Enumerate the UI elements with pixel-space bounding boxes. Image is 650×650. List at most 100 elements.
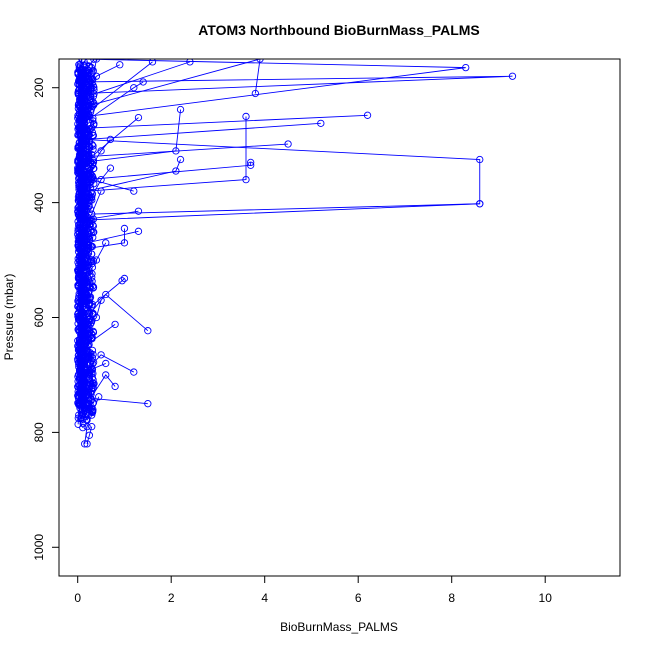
profile-point	[78, 78, 87, 86]
profile-point	[111, 320, 119, 329]
plot-frame	[58, 58, 621, 577]
profile-point	[79, 233, 87, 241]
profile-line	[86, 300, 102, 330]
profile-line	[82, 203, 480, 238]
profile-point	[111, 382, 119, 391]
profile-point	[317, 119, 325, 127]
profile-point	[130, 368, 138, 376]
profile-point	[172, 167, 180, 175]
x-tick-label: 0	[74, 591, 81, 605]
profile-line	[79, 61, 153, 129]
profile-line	[81, 230, 139, 261]
profile-point	[88, 273, 96, 281]
x-tick-label: 10	[539, 591, 553, 605]
profile-point	[88, 101, 96, 109]
dense-profile-point	[86, 196, 94, 204]
profile-point	[363, 111, 372, 119]
dense-profile-point	[89, 384, 97, 392]
profile-point	[106, 164, 115, 172]
profile-point	[256, 59, 264, 63]
profile-point	[81, 118, 89, 126]
profile-point	[144, 400, 152, 408]
series-group	[74, 59, 517, 448]
profile-line	[86, 374, 116, 404]
profile-point	[78, 175, 87, 184]
x-axis: 0 2 4 6 8 10	[74, 575, 553, 605]
profile-point	[83, 394, 91, 402]
dense-profile-point	[79, 324, 87, 332]
profile-line	[81, 59, 97, 123]
profile-line	[81, 61, 191, 123]
profile-line	[81, 324, 116, 364]
y-tick-label: 600	[32, 307, 46, 327]
profile-line	[81, 139, 111, 203]
profile-point	[78, 158, 87, 167]
dense-profile-point	[76, 154, 85, 163]
profile-point	[130, 84, 138, 92]
profile-point	[242, 112, 250, 121]
profile-line	[82, 109, 181, 163]
dense-profile-point	[74, 104, 83, 113]
y-tick-label: 400	[32, 192, 46, 212]
profile-point	[83, 313, 91, 322]
profile-point	[462, 63, 470, 72]
profile-line	[81, 397, 148, 410]
dense-profile-point	[74, 217, 82, 226]
plot-area	[74, 59, 517, 448]
profile-point	[83, 400, 91, 408]
profile-point	[176, 155, 185, 164]
dense-profile-point	[87, 256, 96, 264]
profile-point	[88, 124, 96, 132]
x-tick-label: 4	[261, 591, 268, 605]
profile-point	[92, 256, 101, 264]
dense-profile-point	[74, 100, 83, 108]
profile-point	[251, 89, 260, 98]
y-tick-label: 800	[32, 422, 46, 442]
dense-profile-point	[90, 120, 98, 128]
dense-profile-point	[75, 203, 83, 211]
profile-line	[86, 64, 120, 94]
dense-profile-point	[77, 365, 86, 373]
profile-point	[476, 200, 484, 208]
profile-point	[88, 365, 96, 373]
profile-point	[83, 422, 91, 431]
dense-profile-point	[76, 323, 84, 331]
dense-profile-point	[88, 270, 96, 278]
profile-point	[284, 140, 292, 148]
profile-point	[102, 290, 110, 299]
profile-point	[120, 239, 129, 247]
profile-line	[81, 117, 139, 180]
dense-profile-point	[88, 346, 97, 355]
profile-line	[81, 122, 321, 157]
profile-point	[78, 256, 87, 264]
profile-point	[78, 377, 87, 385]
dense-profile-line	[77, 69, 86, 425]
profile-point	[95, 393, 103, 401]
profile-line	[84, 81, 144, 123]
profile-point	[78, 405, 87, 414]
profile-line	[80, 210, 139, 238]
profile-line	[81, 116, 247, 203]
profile-point	[176, 105, 185, 114]
profile-point	[97, 147, 105, 155]
profile-point	[79, 107, 87, 115]
dense-profile-point	[85, 404, 94, 412]
profile-point	[134, 227, 143, 235]
profile-point	[92, 72, 101, 80]
profile-point	[88, 193, 96, 201]
profile-point	[92, 313, 101, 322]
profile-point	[97, 351, 105, 359]
profile-line	[81, 242, 107, 295]
profile-point	[83, 170, 91, 178]
dense-profile-point	[89, 328, 98, 337]
profile-point	[81, 342, 89, 350]
dense-profile-point	[89, 358, 98, 366]
y-axis-label: Pressure (mbar)	[2, 274, 16, 361]
profile-point	[120, 224, 129, 233]
profile-point	[88, 422, 96, 431]
dense-profile-point	[76, 274, 84, 282]
profile-line	[84, 190, 102, 226]
dense-profile-point	[75, 185, 83, 194]
profile-point	[78, 308, 87, 316]
profile-point	[508, 72, 517, 80]
